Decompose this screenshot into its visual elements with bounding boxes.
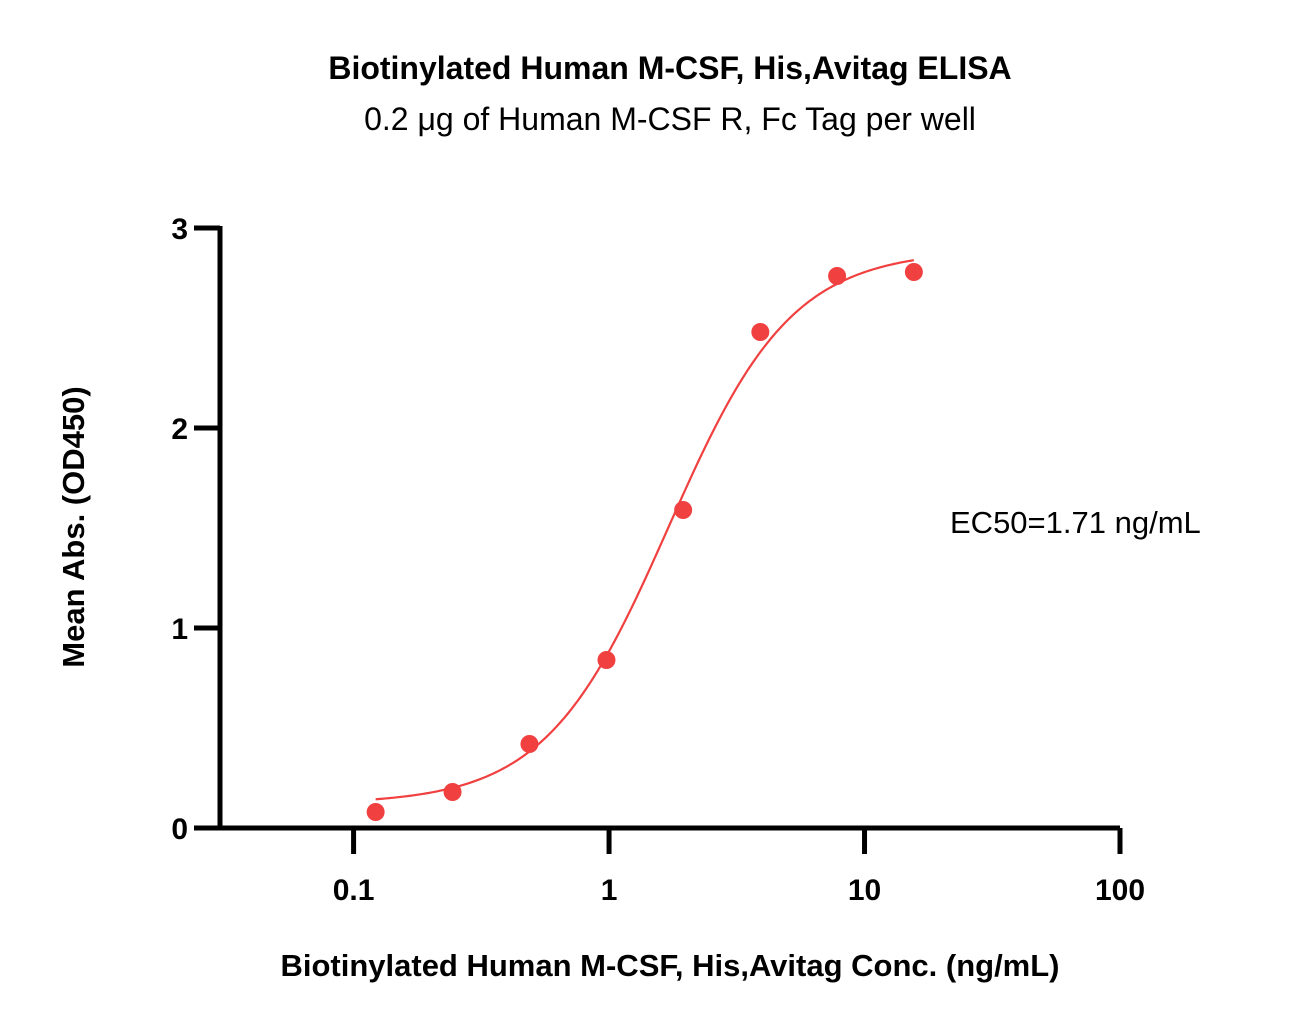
chart-subtitle: 0.2 μg of Human M-CSF R, Fc Tag per well [364,101,976,137]
x-tick-label: 1 [601,874,618,907]
x-tick-label: 100 [1095,874,1145,907]
axes [217,226,1120,831]
data-point [597,651,616,669]
ec50-annotation: EC50=1.71 ng/mL [950,505,1201,540]
x-axis-label: Biotinylated Human M-CSF, His,Avitag Con… [280,948,1059,983]
data-point [520,735,539,753]
x-ticks: 0.1 1 10 100 [333,828,1145,907]
x-tick-label: 0.1 [333,874,375,907]
y-tick-label: 1 [171,613,188,646]
fit-curve [375,259,915,801]
data-point [443,783,462,801]
y-tick-label: 2 [171,413,188,446]
data-point [674,501,693,519]
y-axis-label: Mean Abs. (OD450) [56,386,91,667]
y-tick-label: 3 [171,213,188,246]
chart-title: Biotinylated Human M-CSF, His,Avitag ELI… [328,50,1011,86]
data-point [751,323,770,341]
x-tick-label: 10 [848,874,881,907]
data-point [828,267,847,285]
data-point [904,263,923,281]
fit-layer [375,259,915,801]
data-point [366,803,385,821]
points-layer [366,263,923,821]
y-ticks: 0 1 2 3 [171,213,220,846]
y-tick-label: 0 [171,813,188,846]
